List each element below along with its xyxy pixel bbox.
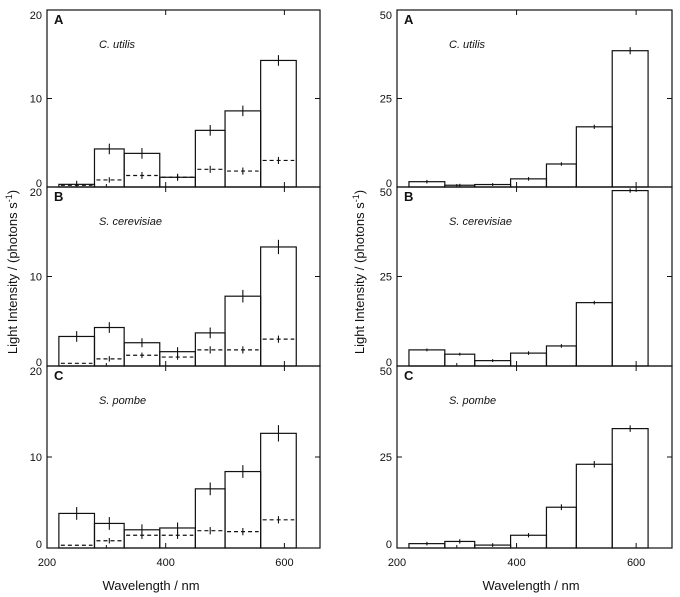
bar-right-a bbox=[575, 126, 613, 188]
species-label-right-a: C. utilis bbox=[449, 39, 486, 51]
bar-left-c bbox=[194, 488, 226, 549]
species-label-right-b: S. cerevisiae bbox=[449, 216, 512, 228]
y-axis-title-left: Light Intensity / (photons s-1) bbox=[4, 190, 20, 354]
y-tick-label-left-b: 20 bbox=[30, 187, 42, 199]
y-tick-label-right-b: 50 bbox=[380, 187, 392, 199]
species-label-left-c: S. pombe bbox=[99, 395, 146, 407]
x-tick-label-right: 400 bbox=[507, 557, 525, 569]
panel-letter-left-a: A bbox=[54, 12, 64, 27]
bar-right-c bbox=[575, 463, 613, 549]
bar-right-a bbox=[611, 50, 649, 188]
y-tick-label-right-a: 25 bbox=[380, 94, 392, 106]
plot-frame-right-b bbox=[396, 186, 673, 367]
bar-left-b bbox=[260, 246, 297, 367]
species-label-left-a: C. utilis bbox=[99, 39, 136, 51]
x-tick-label-left: 600 bbox=[275, 557, 293, 569]
bar-left-a bbox=[260, 59, 297, 188]
bar-right-b bbox=[545, 345, 577, 367]
plot-frame-left-c bbox=[46, 365, 321, 549]
panel-letter-right-a: A bbox=[404, 12, 414, 27]
x-tick-label-left: 400 bbox=[157, 557, 175, 569]
panel-letter-right-c: C bbox=[404, 368, 414, 383]
bar-left-a bbox=[224, 110, 262, 188]
bar-right-b bbox=[509, 352, 548, 367]
y-tick-label-left-b: 0 bbox=[36, 357, 42, 369]
bar-right-b bbox=[408, 349, 446, 367]
x-axis-title-left: Wavelength / nm bbox=[102, 578, 199, 593]
y-tick-label-right-a: 0 bbox=[386, 178, 392, 190]
species-label-right-c: S. pombe bbox=[449, 395, 496, 407]
bar-right-c bbox=[611, 428, 649, 549]
y-tick-label-right-c: 50 bbox=[380, 366, 392, 378]
y-tick-label-left-a: 10 bbox=[30, 94, 42, 106]
plot-frame-right-a bbox=[396, 9, 673, 188]
y-tick-label-left-c: 0 bbox=[36, 539, 42, 551]
bar-left-c bbox=[260, 432, 297, 549]
x-tick-label-right: 600 bbox=[627, 557, 645, 569]
bar-right-a bbox=[545, 163, 577, 188]
y-tick-label-left-c: 20 bbox=[30, 366, 42, 378]
bar-right-b bbox=[575, 302, 613, 367]
bar-right-b bbox=[611, 189, 649, 367]
y-tick-label-right-b: 25 bbox=[380, 272, 392, 284]
y-tick-label-left-a: 0 bbox=[36, 178, 42, 190]
x-tick-label-left: 200 bbox=[38, 557, 56, 569]
bar-right-b bbox=[444, 353, 476, 367]
plot-frame-right-c bbox=[396, 365, 673, 549]
y-tick-label-right-c: 0 bbox=[386, 539, 392, 551]
species-label-left-b: S. cerevisiae bbox=[99, 216, 162, 228]
panel-letter-right-b: B bbox=[404, 189, 413, 204]
y-tick-label-left-b: 10 bbox=[30, 272, 42, 284]
bar-left-b bbox=[224, 295, 262, 367]
y-tick-label-right-a: 50 bbox=[380, 10, 392, 22]
bar-left-c bbox=[224, 470, 262, 549]
x-tick-label-right: 200 bbox=[388, 557, 406, 569]
bar-right-c bbox=[545, 506, 577, 549]
y-tick-label-left-a: 20 bbox=[30, 10, 42, 22]
y-tick-label-right-c: 25 bbox=[380, 452, 392, 464]
x-axis-title-right: Wavelength / nm bbox=[482, 578, 579, 593]
panel-letter-left-c: C bbox=[54, 368, 64, 383]
y-tick-label-right-b: 0 bbox=[386, 357, 392, 369]
y-axis-title-right: Light Intensity / (photons s-1) bbox=[351, 190, 367, 354]
panel-letter-left-b: B bbox=[54, 189, 63, 204]
y-tick-label-left-c: 10 bbox=[30, 452, 42, 464]
bar-left-a bbox=[194, 129, 226, 188]
